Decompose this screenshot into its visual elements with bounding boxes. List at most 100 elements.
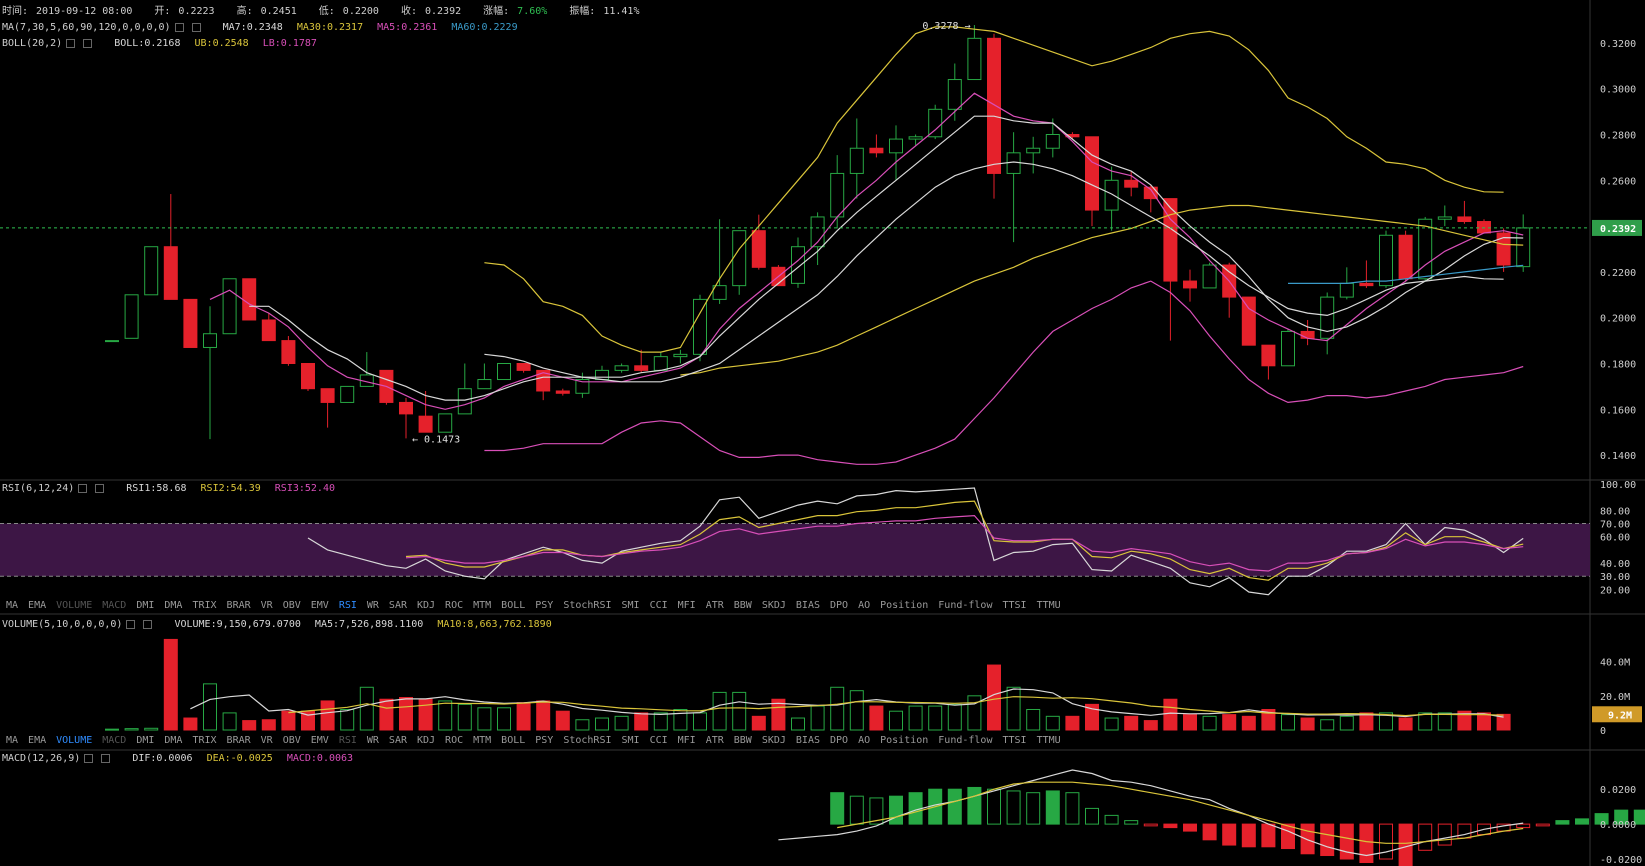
tab-skdj[interactable]: SKDJ — [761, 600, 786, 611]
tab-cci[interactable]: CCI — [649, 735, 668, 746]
rsi1-line — [307, 487, 1524, 596]
tab-macd[interactable]: MACD — [102, 600, 127, 611]
volume-legend: VOLUME(5,10,0,0,0,0) VOLUME:9,150,679.07… — [2, 619, 560, 631]
tab-obv[interactable]: OBV — [282, 600, 301, 611]
close-icon[interactable] — [143, 619, 153, 629]
volume-bar — [1359, 712, 1374, 731]
macd-indicator-name[interactable]: MACD(12,26,9) — [2, 753, 81, 764]
tab-bbw[interactable]: BBW — [733, 600, 752, 611]
tab-trix[interactable]: TRIX — [192, 600, 217, 611]
ma-indicator-name[interactable]: MA(7,30,5,60,90,120,0,0,0,0) — [2, 22, 171, 33]
tab-ma[interactable]: MA — [6, 600, 19, 611]
tab-bias[interactable]: BIAS — [795, 600, 820, 611]
tab-vr[interactable]: VR — [260, 735, 273, 746]
tab-smi[interactable]: SMI — [621, 735, 640, 746]
tab-stochrsi[interactable]: StochRSI — [563, 600, 612, 611]
close-icon[interactable] — [191, 22, 201, 32]
tab-ema[interactable]: EMA — [28, 735, 47, 746]
settings-icon[interactable] — [78, 483, 88, 493]
price-tick-label: 0.2000 — [1600, 314, 1636, 325]
close-icon[interactable] — [83, 38, 93, 48]
tab-dma[interactable]: DMA — [164, 735, 183, 746]
tab-sar[interactable]: SAR — [388, 600, 407, 611]
tab-brar[interactable]: BRAR — [226, 735, 251, 746]
volume-bar — [1085, 703, 1099, 731]
tab-atr[interactable]: ATR — [705, 735, 724, 746]
tab-dmi[interactable]: DMI — [136, 600, 155, 611]
rsi-indicator-name[interactable]: RSI(6,12,24) — [2, 483, 75, 494]
tab-obv[interactable]: OBV — [282, 735, 301, 746]
tab-mfi[interactable]: MFI — [677, 735, 696, 746]
candle-body — [1045, 134, 1060, 149]
tab-cci[interactable]: CCI — [649, 600, 668, 611]
boll-lb-value: LB:0.1787 — [262, 38, 317, 49]
tab-smi[interactable]: SMI — [621, 600, 640, 611]
tab-rsi[interactable]: RSI — [338, 735, 357, 746]
tab-psy[interactable]: PSY — [535, 600, 554, 611]
tab-volume[interactable]: VOLUME — [56, 600, 93, 611]
volume-bar — [516, 702, 531, 731]
settings-icon[interactable] — [84, 753, 94, 763]
tab-wr[interactable]: WR — [366, 600, 379, 611]
tab-dmi[interactable]: DMI — [136, 735, 155, 746]
tab-mfi[interactable]: MFI — [677, 600, 696, 611]
close-icon[interactable] — [95, 483, 105, 493]
tab-stochrsi[interactable]: StochRSI — [563, 735, 612, 746]
macd-histogram-bar — [1104, 814, 1119, 825]
tab-bias[interactable]: BIAS — [795, 735, 820, 746]
tab-volume[interactable]: VOLUME — [56, 735, 93, 746]
tab-bbw[interactable]: BBW — [733, 735, 752, 746]
tab-rsi[interactable]: RSI — [338, 600, 357, 611]
tab-ao[interactable]: AO — [858, 735, 871, 746]
tab-mtm[interactable]: MTM — [473, 600, 492, 611]
tab-ema[interactable]: EMA — [28, 600, 47, 611]
ma5-line — [209, 92, 1524, 410]
tab-atr[interactable]: ATR — [705, 600, 724, 611]
tab-ao[interactable]: AO — [858, 600, 871, 611]
tab-fund-flow[interactable]: Fund-flow — [938, 600, 993, 611]
tab-trix[interactable]: TRIX — [192, 735, 217, 746]
close-icon[interactable] — [101, 753, 111, 763]
tab-dpo[interactable]: DPO — [830, 600, 849, 611]
tab-fund-flow[interactable]: Fund-flow — [938, 735, 993, 746]
tab-vr[interactable]: VR — [260, 600, 273, 611]
settings-icon[interactable] — [66, 38, 76, 48]
tab-ttmu[interactable]: TTMU — [1036, 600, 1061, 611]
tab-roc[interactable]: ROC — [445, 600, 464, 611]
volume-bar — [477, 707, 492, 731]
tab-boll[interactable]: BOLL — [501, 600, 526, 611]
tab-position[interactable]: Position — [880, 735, 929, 746]
tab-emv[interactable]: EMV — [310, 600, 329, 611]
tab-ttsi[interactable]: TTSI — [1002, 735, 1027, 746]
tab-ma[interactable]: MA — [6, 735, 19, 746]
tab-dma[interactable]: DMA — [164, 600, 183, 611]
tab-ttsi[interactable]: TTSI — [1002, 600, 1027, 611]
tab-position[interactable]: Position — [880, 600, 929, 611]
tab-emv[interactable]: EMV — [310, 735, 329, 746]
volume-bar — [497, 707, 511, 731]
tab-kdj[interactable]: KDJ — [416, 735, 436, 746]
tab-brar[interactable]: BRAR — [226, 600, 251, 611]
boll-indicator-name[interactable]: BOLL(20,2) — [2, 38, 63, 49]
tab-macd[interactable]: MACD — [102, 735, 127, 746]
tab-wr[interactable]: WR — [366, 735, 379, 746]
macd-histogram-bar — [1006, 790, 1021, 825]
tab-mtm[interactable]: MTM — [473, 735, 492, 746]
tab-skdj[interactable]: SKDJ — [761, 735, 786, 746]
tab-roc[interactable]: ROC — [445, 735, 464, 746]
volume-bar — [320, 700, 335, 731]
tab-boll[interactable]: BOLL — [501, 735, 526, 746]
macd-histogram-bar — [1379, 823, 1393, 860]
settings-icon[interactable] — [126, 619, 136, 629]
volume-bar — [751, 715, 766, 731]
tab-dpo[interactable]: DPO — [830, 735, 849, 746]
settings-icon[interactable] — [174, 22, 184, 32]
volume-indicator-name[interactable]: VOLUME(5,10,0,0,0,0) — [2, 619, 123, 630]
tab-ttmu[interactable]: TTMU — [1036, 735, 1061, 746]
price-markers: 0.2392 0.3278 → ← 0.1473 9.2M — [0, 21, 1642, 723]
ma60-line — [1288, 264, 1524, 284]
tab-sar[interactable]: SAR — [388, 735, 407, 746]
tab-kdj[interactable]: KDJ — [416, 600, 436, 611]
tab-psy[interactable]: PSY — [535, 735, 554, 746]
